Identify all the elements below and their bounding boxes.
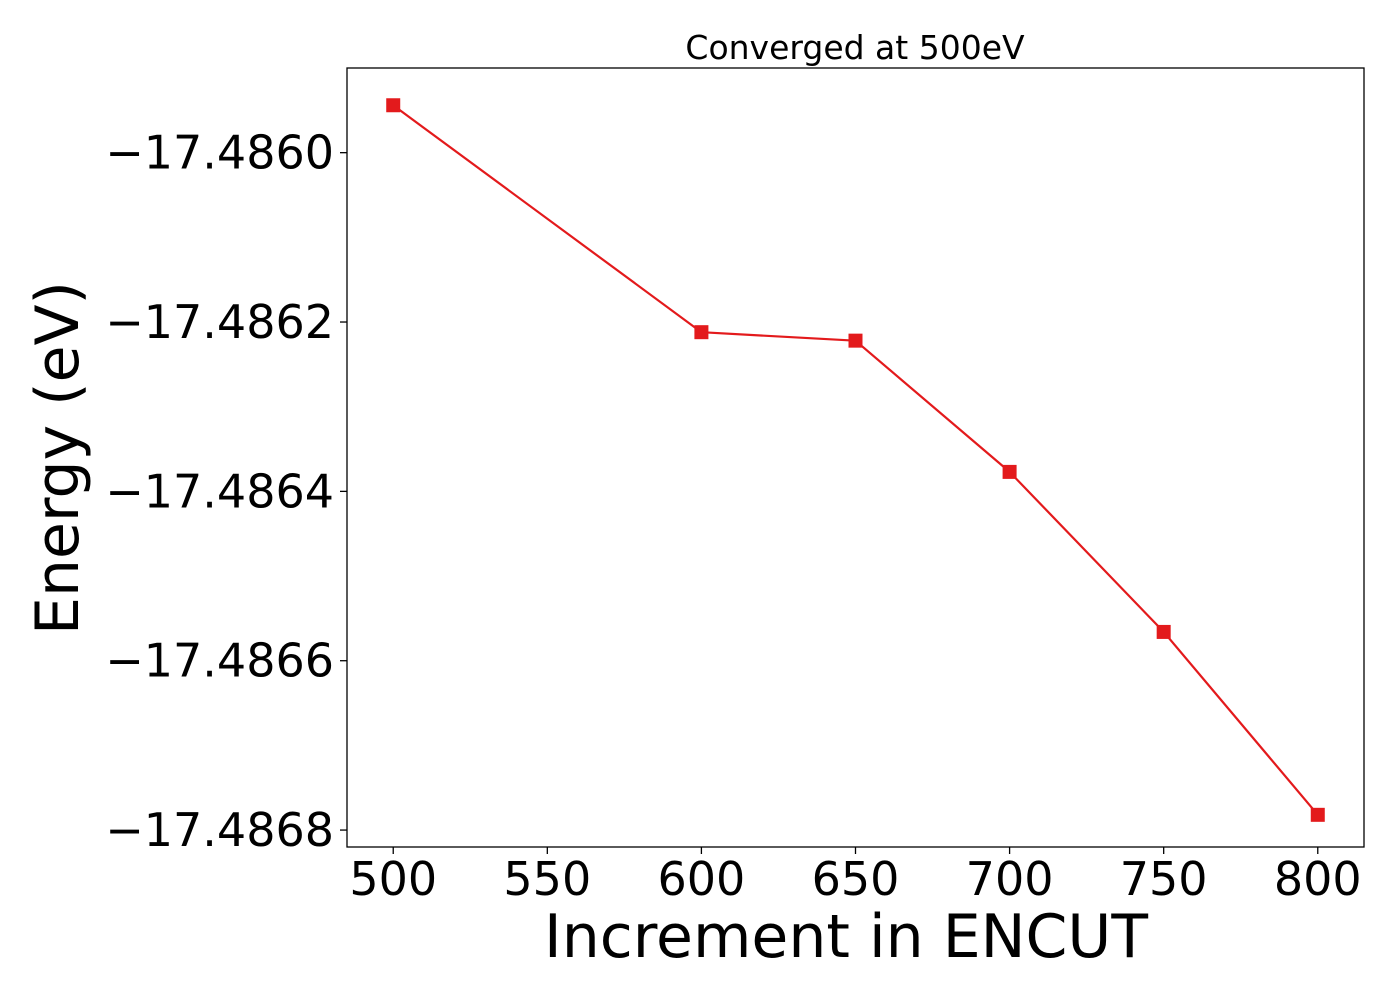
x-axis-label: Increment in ENCUT — [544, 902, 1148, 972]
data-point-marker — [848, 333, 863, 348]
y-tick-label: −17.4866 — [105, 634, 334, 688]
data-point-marker — [694, 325, 709, 340]
plot-area — [346, 67, 1365, 848]
series-layer — [386, 98, 1325, 822]
data-point-marker — [386, 98, 401, 113]
chart-title: Converged at 500eV — [685, 28, 1025, 67]
y-axis-ticks: −17.4860 −17.4862 −17.4864 −17.4866 −17.4868 — [105, 126, 347, 857]
x-tick-label: 650 — [812, 852, 900, 906]
x-tick-label: 600 — [658, 852, 746, 906]
x-tick-label: 750 — [1120, 852, 1208, 906]
y-tick-label: −17.4862 — [105, 295, 334, 349]
y-axis-label: Energy (eV) — [23, 281, 93, 635]
y-tick-label: −17.4868 — [105, 803, 334, 857]
x-tick-label: 550 — [503, 852, 591, 906]
data-point-marker — [1156, 624, 1171, 639]
series-line — [392, 104, 1319, 816]
data-point-marker — [1310, 807, 1325, 822]
y-tick-label: −17.4864 — [105, 464, 334, 518]
x-tick-label: 500 — [349, 852, 437, 906]
y-tick-label: −17.4860 — [105, 126, 334, 180]
x-tick-label: 700 — [966, 852, 1054, 906]
x-axis-ticks: 500 550 600 650 700 750 800 — [349, 847, 1362, 906]
x-tick-label: 800 — [1274, 852, 1362, 906]
data-point-marker — [1002, 464, 1017, 479]
